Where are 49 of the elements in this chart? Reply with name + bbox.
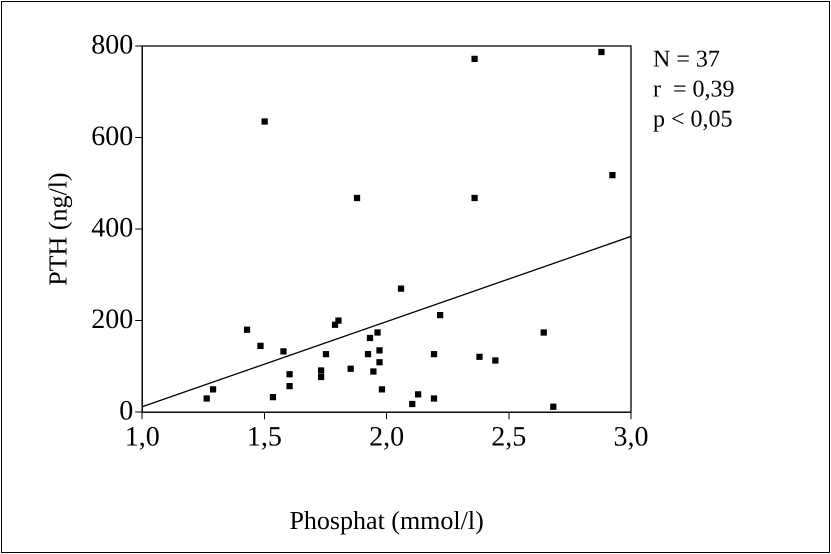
point [378, 386, 386, 392]
point [471, 56, 478, 62]
text: p < 0,05 [653, 106, 733, 132]
x-tick-label: 1,5 [246, 421, 282, 452]
point [476, 354, 483, 360]
point [430, 395, 438, 402]
point [492, 357, 498, 364]
y-tick-label: 200 [91, 304, 134, 336]
x-tick-label: 3,0 [614, 421, 648, 452]
point [348, 366, 354, 372]
point [540, 329, 547, 336]
point [286, 371, 293, 378]
point [322, 350, 330, 358]
point [598, 48, 605, 56]
point [210, 386, 216, 392]
point [335, 318, 342, 324]
y-tick-label: 400 [91, 212, 134, 244]
point [398, 285, 404, 292]
x-tick-label: 2,0 [369, 421, 404, 452]
point [430, 350, 438, 358]
point [364, 350, 372, 358]
point [374, 329, 381, 336]
point [370, 368, 377, 375]
point [471, 194, 478, 202]
text: r = 0,39 [653, 76, 735, 102]
point [366, 334, 374, 342]
point [437, 312, 444, 318]
point [244, 326, 250, 333]
point [409, 400, 416, 408]
point [204, 395, 210, 402]
point [257, 342, 264, 349]
point [286, 382, 293, 390]
point [609, 172, 616, 178]
point [354, 194, 360, 202]
x-axis-title: Phosphat (mmol/l) [289, 506, 484, 536]
x-tick-label: 2,5 [491, 421, 526, 452]
y-tick-label: 600 [91, 120, 134, 152]
y-tick-label: 800 [91, 29, 134, 60]
point [550, 404, 556, 410]
point [415, 391, 422, 398]
point [376, 359, 383, 366]
point [318, 374, 324, 380]
point [376, 347, 383, 354]
point [270, 394, 276, 400]
point [318, 367, 324, 374]
text: N = 37 [653, 46, 720, 72]
point [280, 348, 287, 354]
point [262, 118, 268, 125]
y-axis-title: PTH (ng/l) [43, 172, 72, 286]
